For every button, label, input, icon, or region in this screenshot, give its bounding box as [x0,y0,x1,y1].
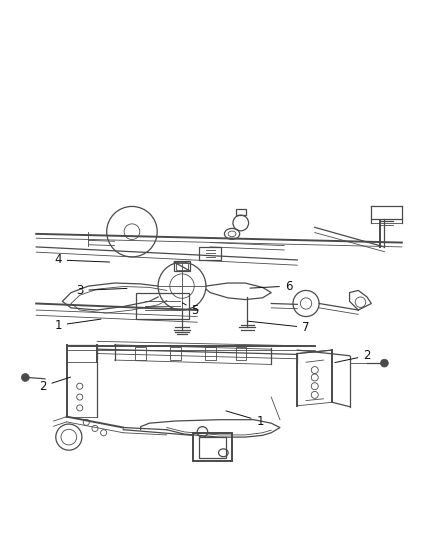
Circle shape [21,374,29,382]
Text: 5: 5 [182,303,199,317]
Text: 7: 7 [248,321,310,334]
Bar [193,433,232,462]
Text: 2: 2 [335,349,371,362]
Text: 2: 2 [39,377,71,393]
Text: 4: 4 [54,254,110,266]
Bar [170,347,181,360]
Bar [174,261,190,271]
Text: 6: 6 [250,280,293,293]
Text: 1: 1 [226,411,264,427]
Bar [136,293,188,319]
Bar [205,347,215,360]
Bar [198,437,226,458]
Bar [236,209,246,215]
Bar [199,247,221,260]
Circle shape [381,359,389,367]
Text: 1: 1 [54,319,101,332]
Bar [177,263,187,270]
Bar [135,347,146,360]
Bar [236,347,246,360]
Text: 3: 3 [76,284,127,297]
